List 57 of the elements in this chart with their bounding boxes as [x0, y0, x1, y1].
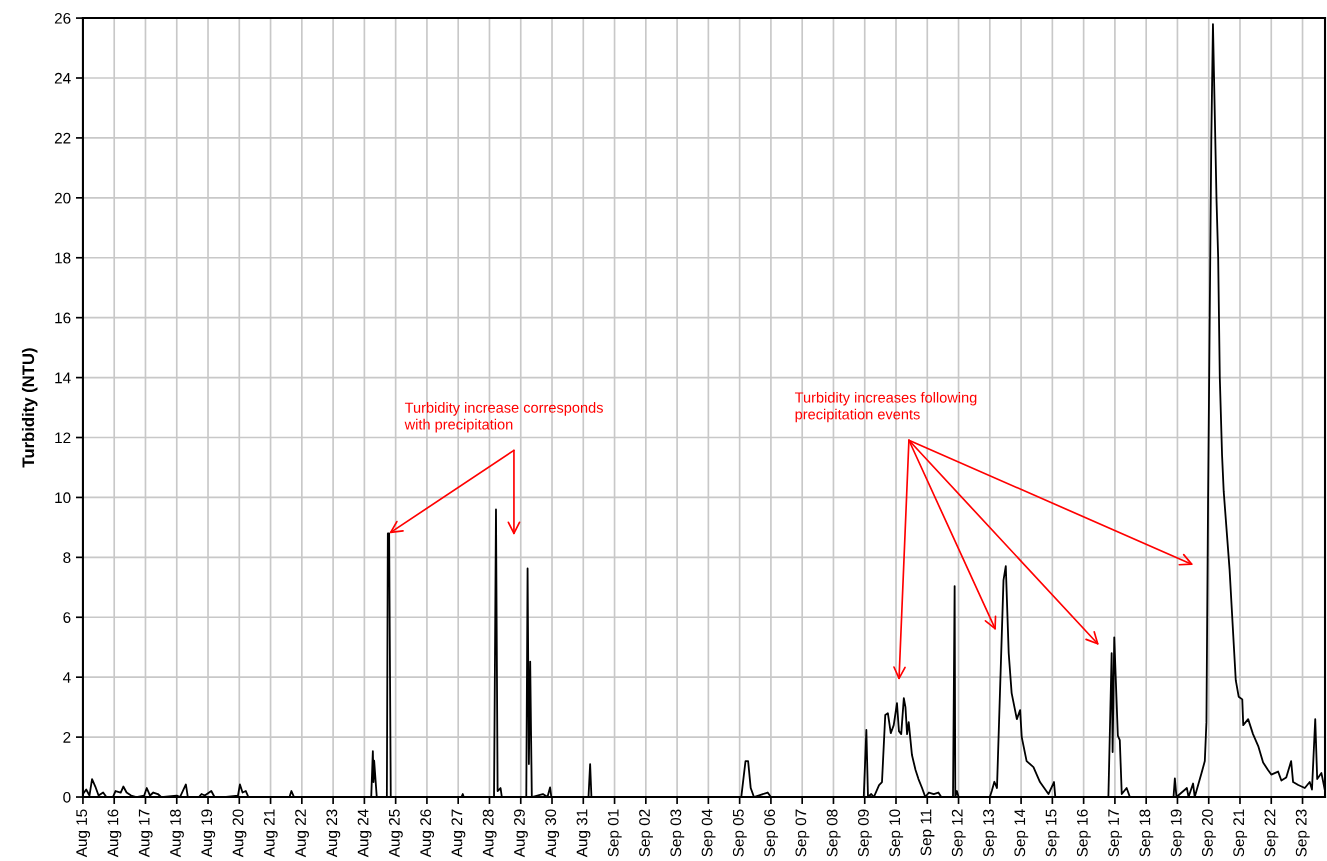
x-tick-label: Aug 18: [170, 809, 184, 858]
x-tick-label: Aug 23: [326, 809, 341, 858]
y-tick-label: 6: [63, 612, 71, 623]
y-tick-label: 20: [54, 192, 71, 204]
x-tick-label: Sep 17: [1108, 809, 1123, 857]
x-tick-label: Aug 22: [295, 809, 309, 858]
x-tick-label: Sep 07: [795, 809, 810, 857]
y-tick-label: 2: [63, 731, 71, 743]
x-tick-label: Aug 20: [232, 809, 247, 858]
x-tick-label: Aug 31: [576, 809, 591, 858]
x-tick-label: Sep 19: [1170, 809, 1185, 857]
x-tick-label: Sep 09: [858, 809, 872, 857]
x-tick-label: Aug 16: [107, 809, 122, 858]
x-tick-label: Sep 15: [1045, 809, 1060, 857]
x-tick-label: Aug 19: [201, 809, 216, 858]
x-tick-label: Sep 03: [670, 809, 685, 857]
x-tick-label: Sep 14: [1014, 809, 1029, 857]
y-axis-title: Turbidity (NTU): [21, 348, 38, 468]
annotation: Turbidity increase corresponds with precipitation: [404, 402, 603, 433]
x-tick-label: Sep 05: [732, 809, 747, 857]
x-tick-label: Sep 02: [639, 809, 653, 857]
x-tick-label: Aug 24: [357, 809, 372, 858]
y-tick-label: 14: [55, 372, 71, 384]
x-tick-label: Sep 12: [951, 809, 966, 857]
y-tick-label: 22: [54, 132, 71, 144]
annotation: Turbidity increases following precipitation events: [794, 391, 977, 423]
x-tick-label: Sep 16: [1076, 809, 1091, 857]
y-tick-label: 8: [63, 552, 71, 564]
x-tick-label: Sep 10: [889, 809, 904, 857]
x-tick-label: Sep 11: [920, 809, 935, 856]
x-tick-label: Sep 20: [1202, 809, 1216, 857]
x-tick-label: Sep 21: [1233, 809, 1248, 857]
y-tick-label: 0: [63, 791, 71, 803]
y-tick-label: 26: [54, 12, 71, 24]
y-tick-label: 4: [62, 672, 71, 683]
y-tick-label: 10: [55, 492, 71, 504]
x-tick-label: Aug 21: [263, 809, 278, 858]
x-tick-label: Aug 30: [545, 809, 560, 858]
x-tick-label: Aug 29: [514, 809, 528, 858]
x-tick-label: Sep 06: [764, 809, 779, 857]
y-tick-label: 16: [55, 312, 71, 324]
x-tick-label: Sep 22: [1264, 809, 1279, 857]
x-tick-label: Sep 08: [826, 809, 841, 857]
x-tick-label: Aug 17: [138, 809, 153, 858]
x-tick-label: Aug 28: [482, 809, 497, 858]
y-tick-label: 24: [54, 72, 71, 84]
x-tick-label: Sep 18: [1139, 809, 1154, 857]
x-tick-label: Aug 25: [388, 809, 403, 858]
y-tick-label: 18: [55, 252, 71, 264]
x-tick-label: Sep 04: [701, 809, 716, 857]
x-tick-label: Sep 23: [1295, 809, 1310, 857]
x-tick-label: Sep 01: [607, 809, 622, 857]
x-tick-label: Aug 26: [420, 809, 435, 858]
x-tick-label: Aug 15: [76, 809, 91, 858]
x-tick-label: Aug 27: [451, 809, 466, 858]
y-tick-label: 12: [55, 432, 71, 444]
x-tick-label: Sep 13: [983, 809, 997, 857]
